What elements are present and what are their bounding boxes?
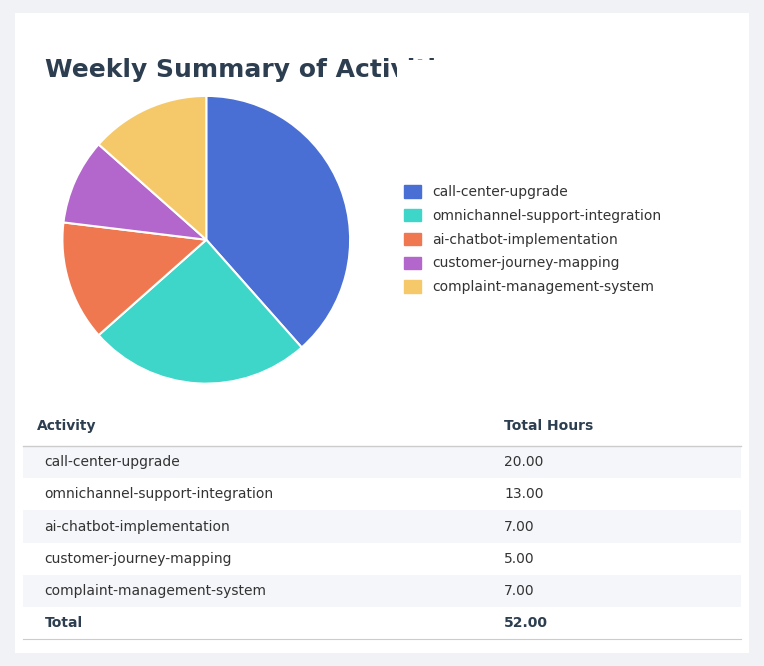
Text: Total: Total — [44, 615, 83, 629]
Wedge shape — [99, 96, 206, 240]
Text: 7.00: 7.00 — [504, 519, 535, 533]
Text: ai-chatbot-implementation: ai-chatbot-implementation — [44, 519, 230, 533]
Text: Weekly Summary of Activities: Weekly Summary of Activities — [44, 58, 468, 82]
Wedge shape — [63, 222, 206, 335]
FancyBboxPatch shape — [23, 478, 741, 510]
Legend: call-center-upgrade, omnichannel-support-integration, ai-chatbot-implementation,: call-center-upgrade, omnichannel-support… — [404, 185, 661, 294]
FancyBboxPatch shape — [23, 543, 741, 575]
Text: 7.00: 7.00 — [504, 583, 535, 597]
FancyBboxPatch shape — [23, 607, 741, 639]
Text: 13.00: 13.00 — [504, 488, 544, 501]
Text: 20.00: 20.00 — [504, 456, 543, 470]
Wedge shape — [63, 145, 206, 240]
Wedge shape — [99, 240, 302, 384]
Text: 52.00: 52.00 — [504, 615, 548, 629]
Text: 5.00: 5.00 — [504, 551, 535, 565]
Text: Activity: Activity — [37, 420, 97, 434]
FancyBboxPatch shape — [23, 510, 741, 543]
Text: omnichannel-support-integration: omnichannel-support-integration — [44, 488, 274, 501]
Text: complaint-management-system: complaint-management-system — [44, 583, 267, 597]
Text: call-center-upgrade: call-center-upgrade — [44, 456, 180, 470]
FancyBboxPatch shape — [23, 446, 741, 478]
Text: Total Hours: Total Hours — [504, 420, 594, 434]
Text: customer-journey-mapping: customer-journey-mapping — [44, 551, 232, 565]
FancyBboxPatch shape — [23, 575, 741, 607]
Wedge shape — [206, 96, 350, 348]
